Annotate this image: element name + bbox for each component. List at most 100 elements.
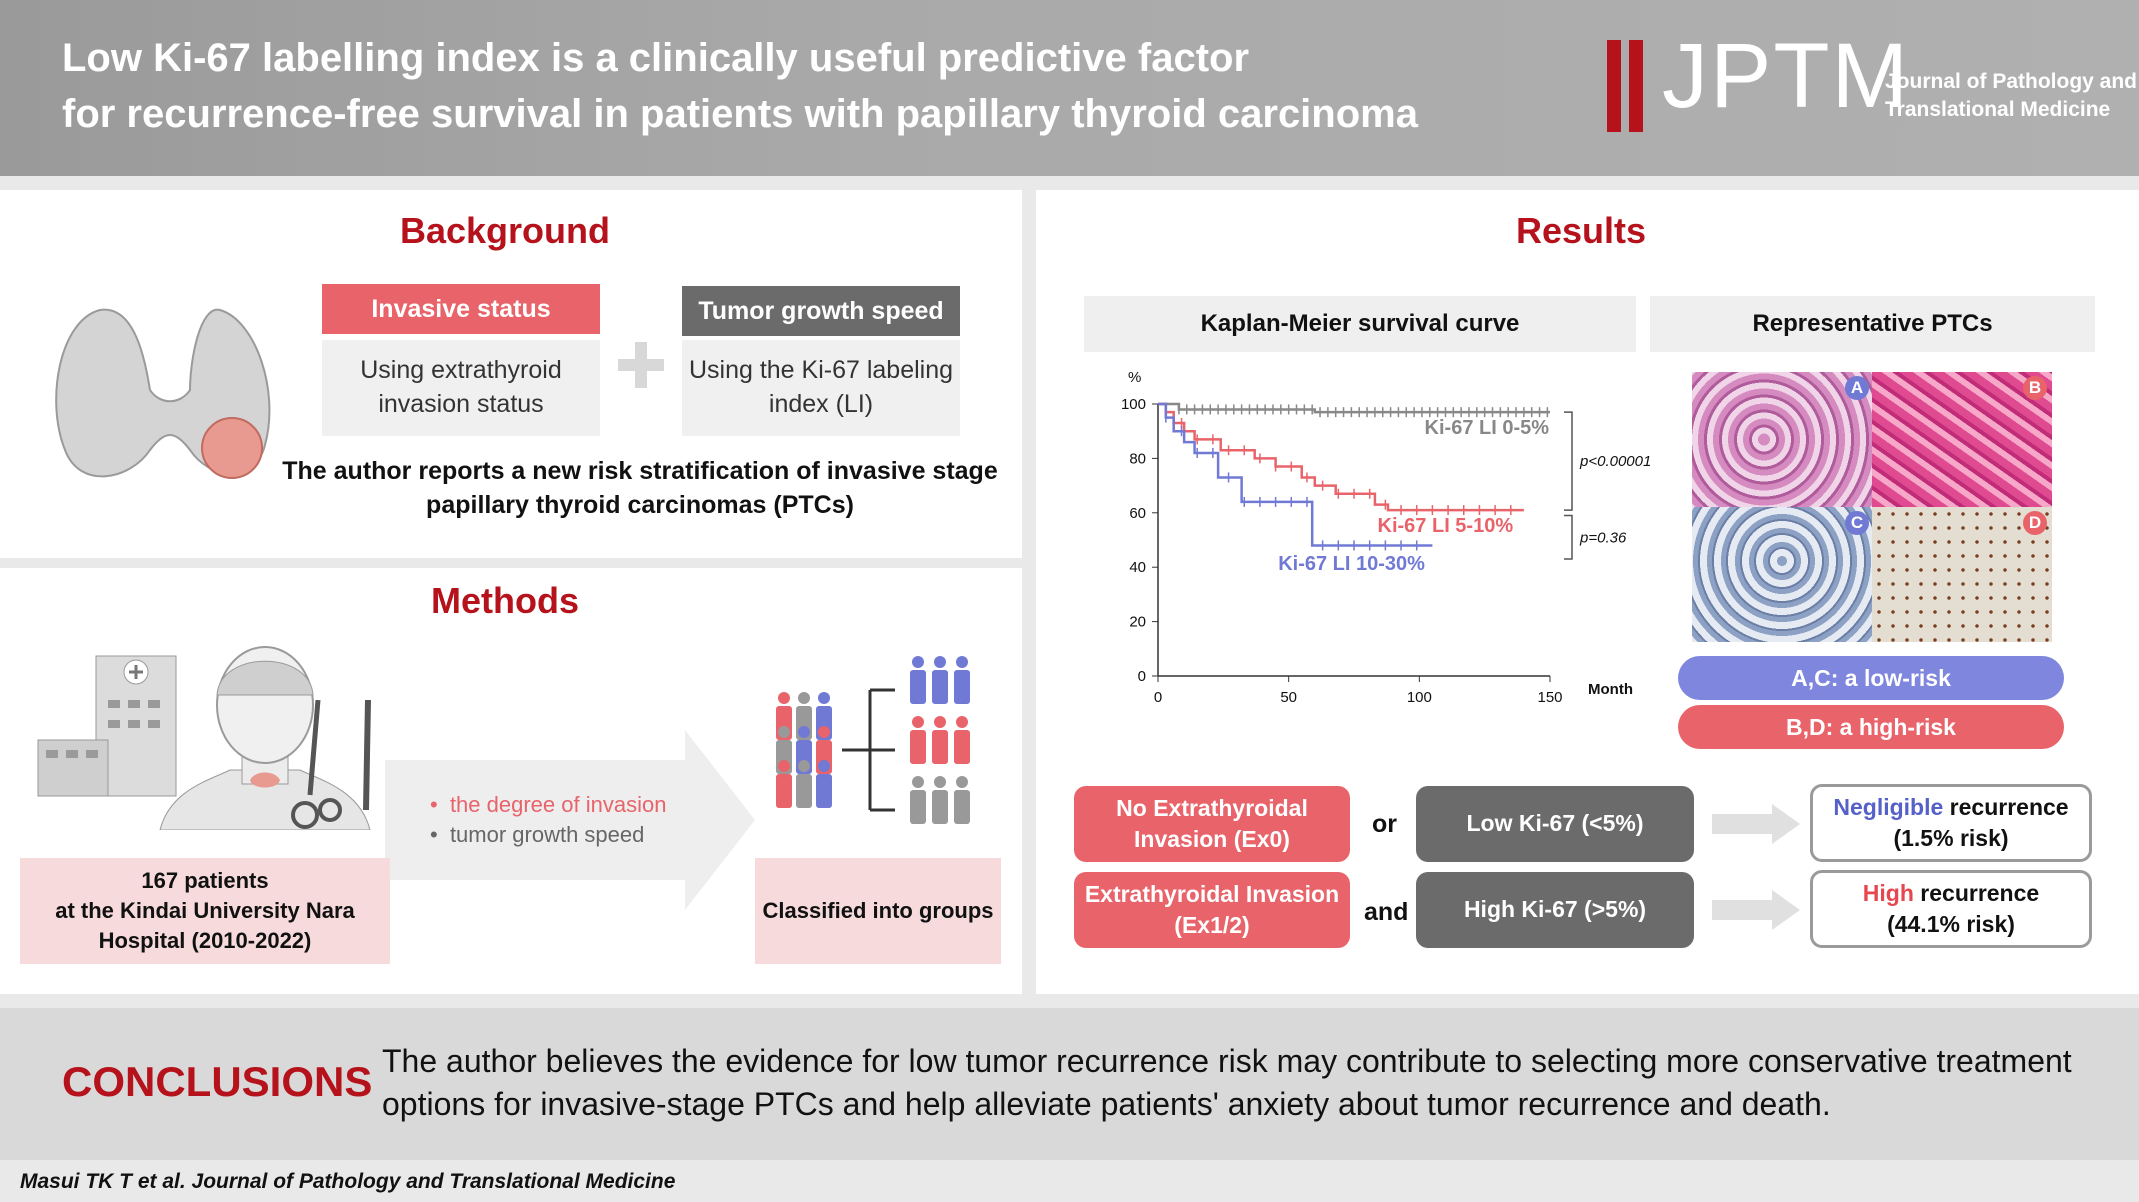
x-tick-label: 150 bbox=[1537, 689, 1562, 706]
km-line-0 bbox=[1158, 402, 1550, 414]
bullet-growth: • tumor growth speed bbox=[430, 822, 645, 847]
panel-letter-d: D bbox=[2023, 511, 2047, 535]
y-tick-label: 0 bbox=[1138, 668, 1146, 685]
histology-grid: A B C D bbox=[1692, 372, 2052, 642]
panel-letter-b: B bbox=[2023, 376, 2047, 400]
citation: Masui TK T et al. Journal of Pathology a… bbox=[20, 1170, 676, 1193]
arrow-icon-1 bbox=[1712, 804, 1800, 844]
title-line-1: Low Ki-67 labelling index is a clinicall… bbox=[62, 36, 1250, 80]
invasive-status-header: Invasive status bbox=[322, 284, 600, 334]
high-risk: (44.1% risk) bbox=[1887, 911, 2015, 937]
y-tick-label: 80 bbox=[1129, 450, 1146, 467]
km-line-2 bbox=[1158, 402, 1433, 547]
logo-subtitle-2: Translational Medicine bbox=[1885, 98, 2111, 121]
y-axis-label: % bbox=[1128, 369, 1141, 386]
surgical-tools-icon bbox=[291, 700, 371, 829]
x-axis-label: Month bbox=[1588, 681, 1633, 698]
conj-and: and bbox=[1364, 898, 1409, 926]
conclusions-band bbox=[0, 1008, 2139, 1160]
km-curve-label: Kaplan-Meier survival curve bbox=[1084, 296, 1636, 352]
low-risk-pill: A,C: a low-risk bbox=[1678, 656, 2064, 700]
negligible-line: Negligible recurrence bbox=[1833, 792, 2068, 823]
bracket-2 bbox=[1564, 514, 1573, 560]
series-label-0: Ki-67 LI 0-5% bbox=[1425, 417, 1550, 439]
logo-subtitle-1: Journal of Pathology and bbox=[1885, 70, 2138, 93]
bullet-invasion-text: the degree of invasion bbox=[449, 792, 667, 817]
hospital-icon bbox=[37, 655, 177, 797]
thyroid-illustration bbox=[55, 308, 271, 479]
no-invasion-box: No Extrathyroidal Invasion (Ex0) bbox=[1074, 786, 1350, 862]
patients-box: 167 patients at the Kindai University Na… bbox=[20, 858, 390, 964]
km-line-1 bbox=[1158, 402, 1524, 512]
arrow-icon-2 bbox=[1712, 890, 1800, 930]
negligible-risk: (1.5% risk) bbox=[1893, 825, 2009, 851]
methods-arrow bbox=[385, 730, 755, 910]
person-icon bbox=[816, 760, 832, 808]
patients-line1: 167 patients bbox=[141, 868, 269, 894]
invasion-box: Extrathyroidal Invasion (Ex1/2) bbox=[1074, 872, 1350, 948]
panel-letter-c: C bbox=[1845, 511, 1869, 535]
high-rest: recurrence bbox=[1913, 879, 2040, 906]
person-icon bbox=[954, 656, 970, 704]
km-chart: 0 20 40 60 80 100 0 50 100 150% Month Ki-67 LI 0-5%… bbox=[1121, 369, 1651, 706]
person-icon bbox=[776, 760, 792, 808]
journal-logo: JPTM bbox=[1662, 25, 1911, 127]
logo-bars-icon bbox=[1607, 40, 1663, 132]
people-groups-icon bbox=[776, 656, 970, 824]
pvalue-2: p=0.36 bbox=[1579, 529, 1627, 546]
person-icon bbox=[796, 760, 812, 808]
x-tick-label: 100 bbox=[1407, 689, 1432, 706]
classified-box: Classified into groups bbox=[755, 858, 1001, 964]
person-icon bbox=[954, 776, 970, 824]
person-icon bbox=[910, 656, 926, 704]
conclusions-label: CONCLUSIONS bbox=[62, 1058, 373, 1105]
high-line: High recurrence bbox=[1863, 878, 2039, 909]
representative-label: Representative PTCs bbox=[1650, 296, 2095, 352]
y-tick-label: 100 bbox=[1121, 396, 1146, 413]
branch-arrow-icon bbox=[842, 688, 895, 812]
person-icon bbox=[932, 656, 948, 704]
histology-c bbox=[1692, 507, 1872, 642]
plus-icon bbox=[618, 342, 664, 388]
high-recurrence-box: High recurrence (44.1% risk) bbox=[1810, 870, 2092, 948]
background-statement-line2: papillary thyroid carcinomas (PTCs) bbox=[426, 491, 854, 519]
y-tick-label: 20 bbox=[1129, 614, 1146, 631]
negligible-key: Negligible bbox=[1833, 793, 1944, 820]
header-banner bbox=[0, 0, 2139, 176]
series-label-1: Ki-67 LI 5-10% bbox=[1378, 515, 1514, 537]
histology-b bbox=[1872, 372, 2052, 507]
methods-title: Methods bbox=[431, 580, 579, 621]
bullet-invasion: • the degree of invasion bbox=[430, 792, 667, 817]
person-icon bbox=[932, 716, 948, 764]
negligible-box: Negligible recurrence (1.5% risk) bbox=[1810, 784, 2092, 862]
negligible-rest: recurrence bbox=[1943, 793, 2069, 820]
conj-or: or bbox=[1372, 810, 1397, 838]
title-line-2: for recurrence-free survival in patients… bbox=[62, 92, 1418, 136]
patients-line3: Hospital (2010-2022) bbox=[98, 927, 312, 953]
panel-letter-a: A bbox=[1845, 376, 1869, 400]
y-tick-label: 40 bbox=[1129, 559, 1146, 576]
pvalue-1: p<0.00001 bbox=[1579, 453, 1651, 470]
person-icon bbox=[910, 716, 926, 764]
patients-line2: at the Kindai University Nara bbox=[55, 898, 355, 924]
conclusions-text: The author believes the evidence for low… bbox=[382, 1043, 2072, 1123]
high-ki67-box: High Ki-67 (>5%) bbox=[1416, 872, 1694, 948]
series-label-2: Ki-67 LI 10-30% bbox=[1278, 553, 1425, 575]
bracket-1 bbox=[1564, 411, 1573, 511]
background-title: Background bbox=[399, 210, 611, 251]
growth-speed-body: Using the Ki-67 labeling index (LI) bbox=[682, 340, 960, 436]
high-key: High bbox=[1862, 879, 1914, 906]
growth-speed-header: Tumor growth speed bbox=[682, 286, 960, 336]
person-icon bbox=[954, 716, 970, 764]
bullet-growth-text: tumor growth speed bbox=[449, 822, 645, 847]
histology-a bbox=[1692, 372, 1872, 507]
low-ki67-box: Low Ki-67 (<5%) bbox=[1416, 786, 1694, 862]
results-title: Results bbox=[1515, 210, 1647, 251]
person-icon bbox=[932, 776, 948, 824]
x-tick-label: 0 bbox=[1154, 689, 1162, 706]
high-risk-pill: B,D: a high-risk bbox=[1678, 705, 2064, 749]
invasive-status-body: Using extrathyroid invasion status bbox=[322, 340, 600, 436]
histology-d bbox=[1872, 507, 2052, 642]
background-statement-line1: The author reports a new risk stratifica… bbox=[282, 457, 998, 485]
person-icon bbox=[910, 776, 926, 824]
